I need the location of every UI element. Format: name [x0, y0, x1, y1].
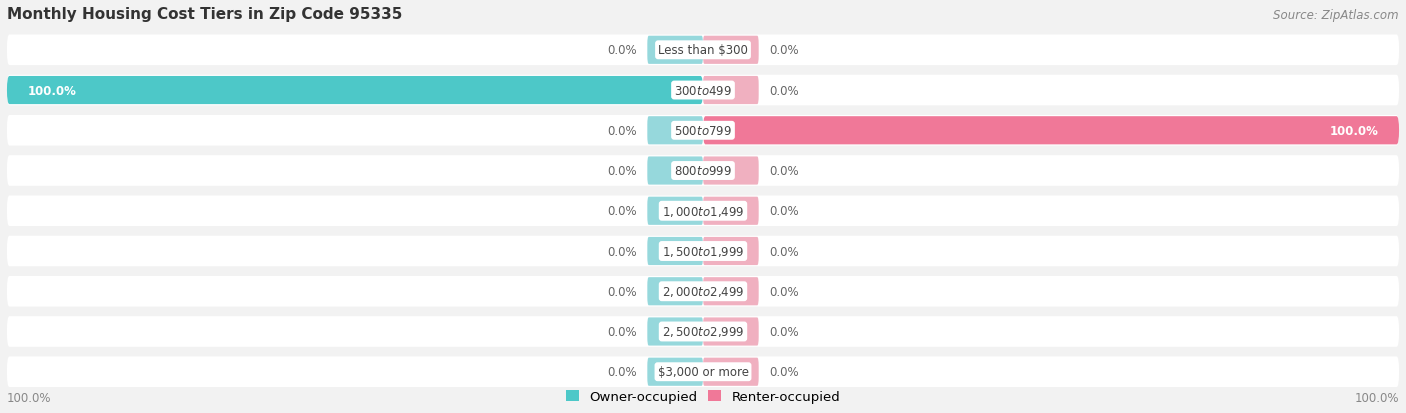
Text: 100.0%: 100.0%: [1329, 124, 1378, 138]
FancyBboxPatch shape: [703, 77, 759, 105]
FancyBboxPatch shape: [7, 36, 1399, 66]
Text: 0.0%: 0.0%: [769, 84, 799, 97]
FancyBboxPatch shape: [7, 236, 1399, 267]
Text: Monthly Housing Cost Tiers in Zip Code 95335: Monthly Housing Cost Tiers in Zip Code 9…: [7, 7, 402, 22]
Text: $2,500 to $2,999: $2,500 to $2,999: [662, 325, 744, 339]
Text: $300 to $499: $300 to $499: [673, 84, 733, 97]
Text: 0.0%: 0.0%: [769, 285, 799, 298]
Text: $800 to $999: $800 to $999: [673, 165, 733, 178]
FancyBboxPatch shape: [647, 197, 703, 225]
FancyBboxPatch shape: [703, 37, 759, 65]
Text: $1,500 to $1,999: $1,500 to $1,999: [662, 244, 744, 259]
Text: 100.0%: 100.0%: [1354, 392, 1399, 404]
Text: 0.0%: 0.0%: [769, 325, 799, 338]
FancyBboxPatch shape: [7, 156, 1399, 186]
Text: $3,000 or more: $3,000 or more: [658, 366, 748, 378]
FancyBboxPatch shape: [703, 237, 759, 266]
Legend: Owner-occupied, Renter-occupied: Owner-occupied, Renter-occupied: [560, 385, 846, 408]
FancyBboxPatch shape: [647, 318, 703, 346]
Text: $1,000 to $1,499: $1,000 to $1,499: [662, 204, 744, 218]
Text: 0.0%: 0.0%: [607, 366, 637, 378]
Text: 0.0%: 0.0%: [607, 325, 637, 338]
Text: 0.0%: 0.0%: [769, 205, 799, 218]
FancyBboxPatch shape: [703, 318, 759, 346]
Text: 0.0%: 0.0%: [769, 165, 799, 178]
FancyBboxPatch shape: [703, 197, 759, 225]
FancyBboxPatch shape: [703, 117, 1399, 145]
FancyBboxPatch shape: [7, 316, 1399, 347]
Text: 0.0%: 0.0%: [607, 285, 637, 298]
FancyBboxPatch shape: [7, 276, 1399, 307]
Text: 0.0%: 0.0%: [607, 165, 637, 178]
Text: 100.0%: 100.0%: [28, 84, 77, 97]
FancyBboxPatch shape: [647, 237, 703, 266]
FancyBboxPatch shape: [7, 196, 1399, 226]
Text: $500 to $799: $500 to $799: [673, 124, 733, 138]
FancyBboxPatch shape: [647, 358, 703, 386]
Text: 0.0%: 0.0%: [607, 44, 637, 57]
FancyBboxPatch shape: [647, 157, 703, 185]
Text: 0.0%: 0.0%: [769, 366, 799, 378]
Text: 0.0%: 0.0%: [769, 44, 799, 57]
FancyBboxPatch shape: [7, 77, 703, 105]
FancyBboxPatch shape: [7, 356, 1399, 387]
FancyBboxPatch shape: [703, 358, 759, 386]
Text: 0.0%: 0.0%: [769, 245, 799, 258]
FancyBboxPatch shape: [703, 278, 759, 306]
FancyBboxPatch shape: [647, 278, 703, 306]
Text: 0.0%: 0.0%: [607, 245, 637, 258]
Text: 0.0%: 0.0%: [607, 124, 637, 138]
FancyBboxPatch shape: [703, 157, 759, 185]
FancyBboxPatch shape: [7, 116, 1399, 146]
FancyBboxPatch shape: [647, 117, 703, 145]
Text: 100.0%: 100.0%: [7, 392, 52, 404]
Text: Source: ZipAtlas.com: Source: ZipAtlas.com: [1274, 9, 1399, 22]
FancyBboxPatch shape: [647, 37, 703, 65]
Text: 0.0%: 0.0%: [607, 205, 637, 218]
FancyBboxPatch shape: [7, 76, 1399, 106]
Text: Less than $300: Less than $300: [658, 44, 748, 57]
Text: $2,000 to $2,499: $2,000 to $2,499: [662, 285, 744, 299]
